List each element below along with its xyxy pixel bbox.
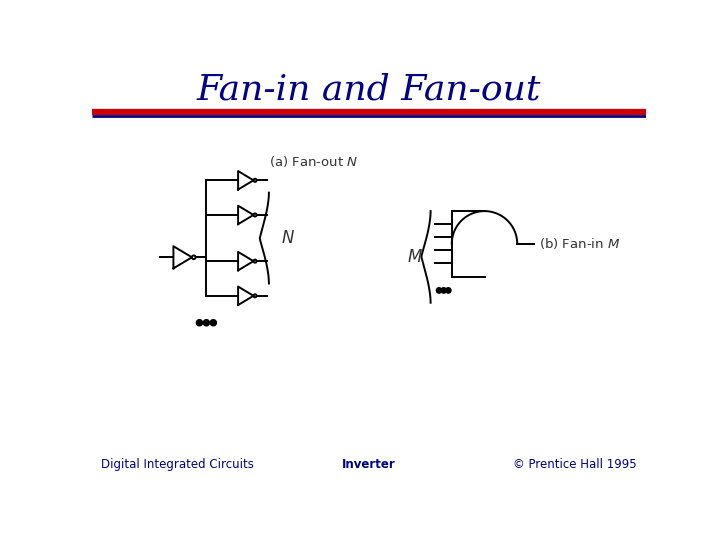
Text: $M$: $M$ <box>407 248 423 266</box>
Circle shape <box>203 320 210 326</box>
Text: Inverter: Inverter <box>342 458 396 471</box>
Circle shape <box>197 320 202 326</box>
Circle shape <box>210 320 217 326</box>
Text: (a) Fan-out $N$: (a) Fan-out $N$ <box>269 153 358 168</box>
Text: Digital Integrated Circuits: Digital Integrated Circuits <box>101 458 254 471</box>
Text: © Prentice Hall 1995: © Prentice Hall 1995 <box>513 458 637 471</box>
Circle shape <box>441 288 446 293</box>
Circle shape <box>446 288 451 293</box>
Text: $N$: $N$ <box>282 229 295 247</box>
Text: Fan-in and Fan-out: Fan-in and Fan-out <box>197 72 541 106</box>
Circle shape <box>436 288 442 293</box>
Text: (b) Fan-in $M$: (b) Fan-in $M$ <box>539 237 620 251</box>
